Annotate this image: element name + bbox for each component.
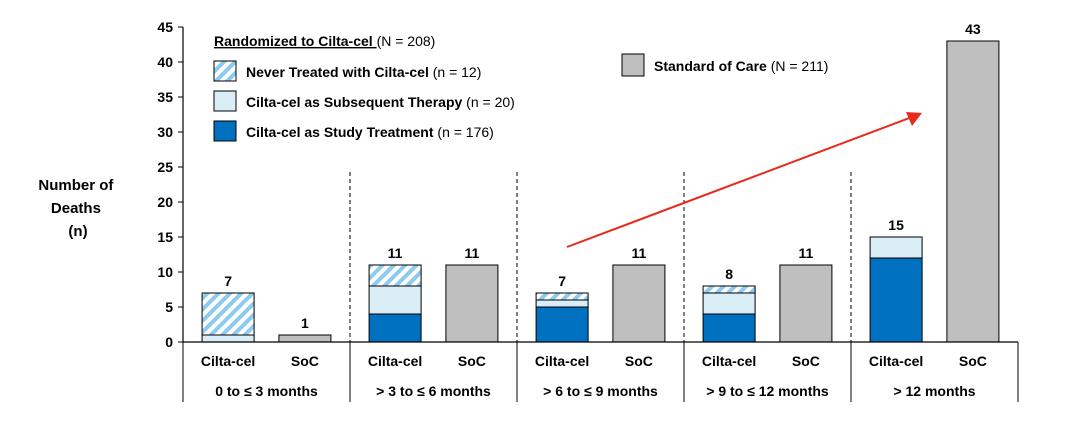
y-axis-title: Number of Deaths (n) [38,177,117,240]
bar-cilta-never-treated [535,292,589,301]
data-label-soc: 43 [965,21,981,37]
bar-soc [946,40,1000,343]
bar-cilta-study-treatment [535,306,589,343]
data-label-cilta-total: 7 [224,273,232,289]
bar-cilta-subsequent-therapy [702,292,756,315]
bar-cilta-study-treatment [702,313,756,343]
legend-soc-label: Standard of Care [654,58,767,74]
x-category-label-soc: SoC [959,353,987,369]
y-tick-label: 40 [157,54,173,70]
x-category-label-cilta: Cilta-cel [535,353,589,369]
data-label-soc: 11 [465,245,480,261]
x-category-label-soc: SoC [792,353,820,369]
trend-arrowhead [906,112,922,126]
x-category-label-cilta: Cilta-cel [368,353,422,369]
legend-soc: Standard of Care (N = 211) [621,53,828,77]
bar-cilta-never-treated [368,264,422,287]
x-group-label: > 9 to ≤ 12 months [706,383,829,399]
bar-cilta-subsequent-therapy [535,299,589,308]
legend-cilta-title-n: (N = 208) [377,33,436,49]
data-label-cilta-total: 7 [558,273,566,289]
x-group-label: > 12 months [893,383,975,399]
legend-never-treated: Never Treated with Cilta-cel (n = 12) [246,64,481,80]
bar-soc [278,334,332,343]
data-label-soc: 1 [301,315,309,331]
data-label-cilta-total: 8 [725,266,733,282]
y-tick-label: 15 [157,229,173,245]
labels: 7 1 Cilta-cel SoC 0 to ≤ 3 months 11 11 Cilta-c… [201,21,987,399]
bar-cilta-never-treated [702,285,756,294]
y-axis-title-line-2: Deaths [51,200,101,217]
legend-swatch-soc [621,53,645,77]
bar-cilta-subsequent-therapy [869,236,923,259]
x-category-label-soc: SoC [291,353,319,369]
legend-subsequent-therapy-n: (n = 20) [462,94,515,110]
y-axis-ticks: 0 5 10 15 20 25 30 35 40 45 [157,19,183,350]
bar-cilta-study-treatment [869,257,923,343]
legend-cilta-title-text: Randomized to Cilta-cel [214,33,377,49]
bar-soc [779,264,833,343]
legend-swatch-subsequent-therapy [213,90,237,112]
x-category-label-cilta: Cilta-cel [702,353,756,369]
data-label-soc: 11 [799,245,814,261]
y-axis-title-line-3: (n) [68,223,87,240]
axes [182,27,1019,402]
bar-cilta-subsequent-therapy [201,334,255,343]
legend-cilta-title: Randomized to Cilta-cel (N = 208) [214,33,435,49]
bar-soc [445,264,499,343]
legend-study-treatment-n: (n = 176) [434,124,494,140]
y-tick-label: 10 [157,264,173,280]
legend-cilta: Randomized to Cilta-cel (N = 208) Never … [213,33,515,142]
y-tick-label: 30 [157,124,173,140]
legend-swatch-never-treated [213,60,237,82]
legend-soc-text: Standard of Care (N = 211) [654,58,828,74]
x-group-label: > 3 to ≤ 6 months [376,383,491,399]
bar-cilta-subsequent-therapy [368,285,422,315]
x-category-label-cilta: Cilta-cel [869,353,923,369]
legend-soc-n: (N = 211) [767,58,829,74]
y-tick-label: 35 [157,89,173,105]
x-category-label-soc: SoC [625,353,653,369]
legend-never-treated-label: Never Treated with Cilta-cel [246,64,429,80]
data-label-cilta-total: 11 [388,245,403,261]
y-tick-label: 25 [157,159,173,175]
x-category-label-soc: SoC [458,353,486,369]
legend-subsequent-therapy: Cilta-cel as Subsequent Therapy (n = 20) [246,94,515,110]
legend-never-treated-n: (n = 12) [429,64,482,80]
y-tick-label: 45 [157,19,173,35]
bar-soc [612,264,666,343]
data-label-cilta-total: 15 [888,217,904,233]
y-tick-label: 20 [157,194,173,210]
data-label-soc: 11 [632,245,647,261]
x-group-label: 0 to ≤ 3 months [215,383,318,399]
y-axis-title-line-1: Number of [38,177,114,194]
bar-cilta-never-treated [201,292,255,336]
legend-study-treatment-label: Cilta-cel as Study Treatment [246,124,434,140]
bars [201,40,1000,343]
y-tick-label: 5 [165,299,173,315]
y-tick-label: 0 [165,334,173,350]
x-category-label-cilta: Cilta-cel [201,353,255,369]
x-group-label: > 6 to ≤ 9 months [543,383,658,399]
trend-arrow [566,116,913,248]
bar-cilta-study-treatment [368,313,422,343]
legend-study-treatment: Cilta-cel as Study Treatment (n = 176) [246,124,494,140]
legend-swatch-study-treatment [213,120,237,142]
legend-subsequent-therapy-label: Cilta-cel as Subsequent Therapy [246,94,462,110]
